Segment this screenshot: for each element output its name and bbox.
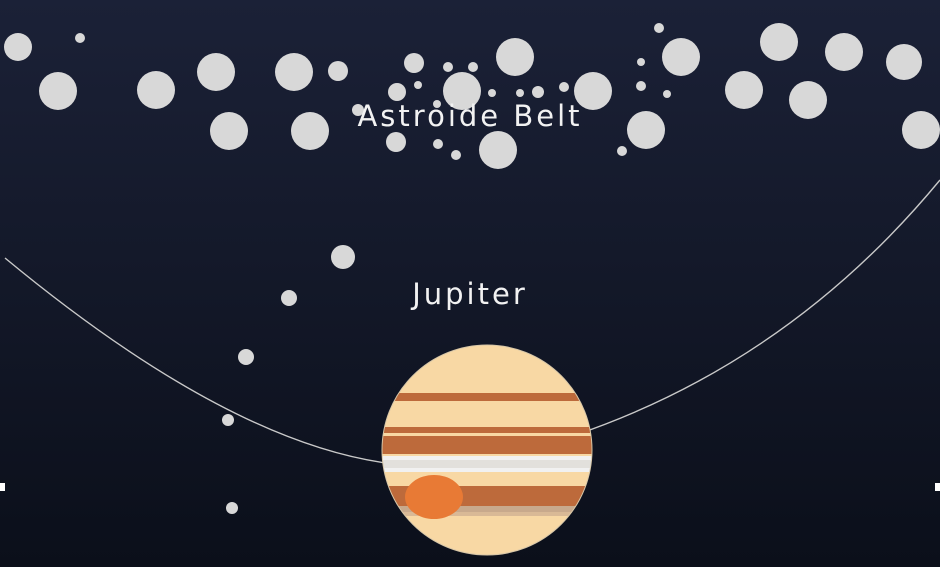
asteroid-icon	[574, 72, 612, 110]
asteroid-icon	[210, 112, 248, 150]
resize-handle-right[interactable]	[935, 483, 940, 491]
asteroid-icon	[197, 53, 235, 91]
asteroid-icon	[468, 62, 478, 72]
asteroid-icon	[414, 81, 422, 89]
moon-icon	[238, 349, 254, 365]
asteroid-icon	[479, 131, 517, 169]
asteroid-icon	[443, 72, 481, 110]
asteroid-belt	[4, 23, 940, 169]
asteroid-icon	[137, 71, 175, 109]
moon-icon	[331, 245, 355, 269]
asteroid-icon	[75, 33, 85, 43]
asteroid-icon	[637, 58, 645, 66]
moon-icon	[222, 414, 234, 426]
asteroid-icon	[902, 111, 940, 149]
asteroid-icon	[760, 23, 798, 61]
asteroid-icon	[516, 89, 524, 97]
asteroid-icon	[386, 132, 406, 152]
asteroid-icon	[654, 23, 664, 33]
asteroid-icon	[789, 81, 827, 119]
resize-handle-left[interactable]	[0, 483, 5, 491]
asteroid-icon	[663, 90, 671, 98]
asteroid-icon	[433, 139, 443, 149]
asteroid-icon	[636, 81, 646, 91]
asteroid-icon	[725, 71, 763, 109]
asteroid-icon	[886, 44, 922, 80]
moons-group	[222, 245, 355, 514]
jupiter-label: Jupiter	[410, 277, 528, 311]
asteroid-icon	[451, 150, 461, 160]
asteroid-icon	[275, 53, 313, 91]
moon-icon	[226, 502, 238, 514]
asteroid-icon	[627, 111, 665, 149]
asteroid-icon	[404, 53, 424, 73]
asteroid-icon	[496, 38, 534, 76]
asteroid-icon	[559, 82, 569, 92]
asteroid-icon	[4, 33, 32, 61]
asteroid-icon	[352, 104, 364, 116]
asteroid-icon	[617, 146, 627, 156]
asteroid-icon	[488, 89, 496, 97]
asteroid-belt-label: Astroide Belt	[357, 99, 582, 133]
asteroid-icon	[825, 33, 863, 71]
asteroid-icon	[388, 83, 406, 101]
moon-icon	[281, 290, 297, 306]
asteroid-icon	[662, 38, 700, 76]
asteroid-icon	[39, 72, 77, 110]
asteroid-icon	[433, 100, 441, 108]
asteroid-icon	[532, 86, 544, 98]
asteroid-icon	[443, 62, 453, 72]
great-red-spot-icon	[405, 475, 463, 519]
asteroid-icon	[291, 112, 329, 150]
jupiter-planet-icon	[381, 344, 593, 556]
asteroid-icon	[328, 61, 348, 81]
